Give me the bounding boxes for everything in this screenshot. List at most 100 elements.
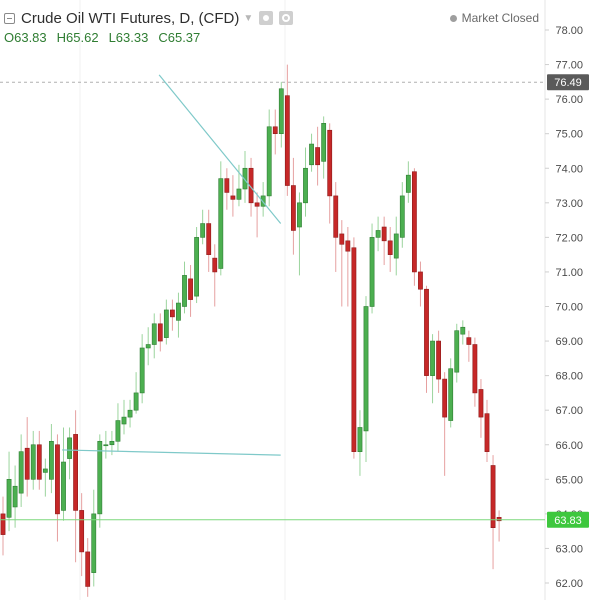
candle-body <box>42 468 48 473</box>
gear-icon[interactable] <box>279 11 294 25</box>
candle-body <box>411 171 417 273</box>
candle-body <box>236 188 242 200</box>
candle-body <box>127 409 133 418</box>
candle-body <box>157 323 163 342</box>
candle-body <box>194 237 199 297</box>
y-tick-label: 67.00 <box>555 405 583 417</box>
high-value: H65.62 <box>56 30 99 45</box>
candle-body <box>478 389 484 418</box>
candle-body <box>200 223 206 238</box>
candle-body <box>345 240 351 252</box>
y-tick-label: 70.00 <box>555 302 583 314</box>
collapse-icon[interactable] <box>4 12 15 24</box>
candle-body <box>115 420 121 442</box>
candle-body <box>327 129 333 197</box>
candle-body <box>163 309 169 338</box>
candle-body <box>97 440 103 515</box>
chart-header: Crude Oil WTI Futures, D, (CFD) ▼ <box>4 8 294 28</box>
candle-body <box>309 143 314 166</box>
y-tick-label: 73.00 <box>555 198 583 210</box>
candle-body <box>442 378 448 418</box>
candle-body <box>448 368 454 421</box>
candle-body <box>121 416 127 425</box>
market-status-label: Market Closed <box>461 11 539 25</box>
reference-price-badge <box>547 74 589 91</box>
candle-body <box>6 479 12 518</box>
candle-body <box>61 461 66 511</box>
candle-body <box>103 444 109 447</box>
candle-body <box>170 309 175 318</box>
candle-body <box>297 202 302 228</box>
candle-body <box>55 444 60 515</box>
y-tick-label: 66.00 <box>555 440 583 452</box>
candle-body <box>381 226 387 242</box>
candle-body <box>85 551 91 587</box>
candle-body <box>24 447 30 480</box>
resistance-trendline <box>158 74 282 224</box>
candle-body <box>418 271 423 290</box>
candle-body <box>460 326 466 335</box>
candle-body <box>424 288 429 376</box>
candle-body <box>375 230 381 238</box>
market-status: Market Closed <box>449 11 539 25</box>
candle-body <box>67 437 72 459</box>
candle-body <box>290 185 296 231</box>
price-axis[interactable]: 62.0063.0064.0065.0066.0067.0068.0069.00… <box>545 25 589 590</box>
eye-icon[interactable] <box>259 11 274 25</box>
candle-body <box>182 275 187 307</box>
candle-body <box>139 347 145 394</box>
candle-body <box>363 306 369 432</box>
candle-body <box>188 278 193 300</box>
candle-body <box>430 340 435 376</box>
y-tick-label: 63.00 <box>555 543 583 555</box>
candle-body <box>109 440 115 446</box>
candle-body <box>490 465 496 528</box>
y-tick-label: 75.00 <box>555 129 583 141</box>
candle-body <box>278 88 284 134</box>
neckline-trendline <box>62 449 281 456</box>
candle-body <box>357 427 363 452</box>
status-dot-icon <box>449 14 457 22</box>
candle-body <box>206 223 212 255</box>
y-tick-label: 65.00 <box>555 474 583 486</box>
candle-body <box>18 451 24 494</box>
candle-body <box>333 195 339 238</box>
y-tick-label: 78.00 <box>555 25 583 37</box>
candle-body <box>436 340 441 380</box>
candle-body <box>260 195 266 207</box>
candle-body <box>466 337 472 345</box>
candle-body <box>339 233 345 245</box>
trendlines <box>0 74 545 521</box>
candle-body <box>91 513 97 573</box>
y-tick-label: 77.00 <box>555 60 583 72</box>
candle-body <box>484 413 490 452</box>
chevron-down-icon[interactable]: ▼ <box>243 12 254 24</box>
candle-body <box>224 178 230 193</box>
candles <box>0 64 502 597</box>
candle-body <box>387 240 393 255</box>
candle-body <box>133 392 139 411</box>
y-tick-label: 72.00 <box>555 232 583 244</box>
candle-body <box>0 513 6 535</box>
candle-body <box>242 167 248 190</box>
chart-title: Crude Oil WTI Futures, D, (CFD) <box>21 9 240 27</box>
candle-body <box>218 178 224 269</box>
candle-body <box>393 233 399 259</box>
candle-body <box>79 510 85 553</box>
candle-body <box>145 344 151 349</box>
candle-body <box>399 195 405 238</box>
y-tick-label: 74.00 <box>555 163 583 175</box>
candle-body <box>254 202 260 207</box>
candle-body <box>321 123 327 162</box>
y-tick-label: 76.00 <box>555 94 583 106</box>
candle-body <box>405 174 411 193</box>
candle-body <box>73 434 78 511</box>
y-tick-label: 68.00 <box>555 371 583 383</box>
reference-price-label: 76.49 <box>554 77 582 89</box>
close-value: C65.37 <box>158 30 201 45</box>
low-value: L63.33 <box>108 30 149 45</box>
candle-body <box>272 126 278 134</box>
candle-body <box>48 440 54 480</box>
